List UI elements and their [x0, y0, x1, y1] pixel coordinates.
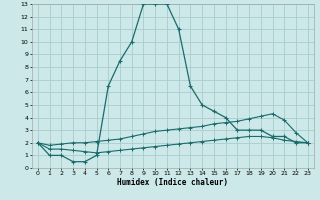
X-axis label: Humidex (Indice chaleur): Humidex (Indice chaleur)	[117, 178, 228, 187]
